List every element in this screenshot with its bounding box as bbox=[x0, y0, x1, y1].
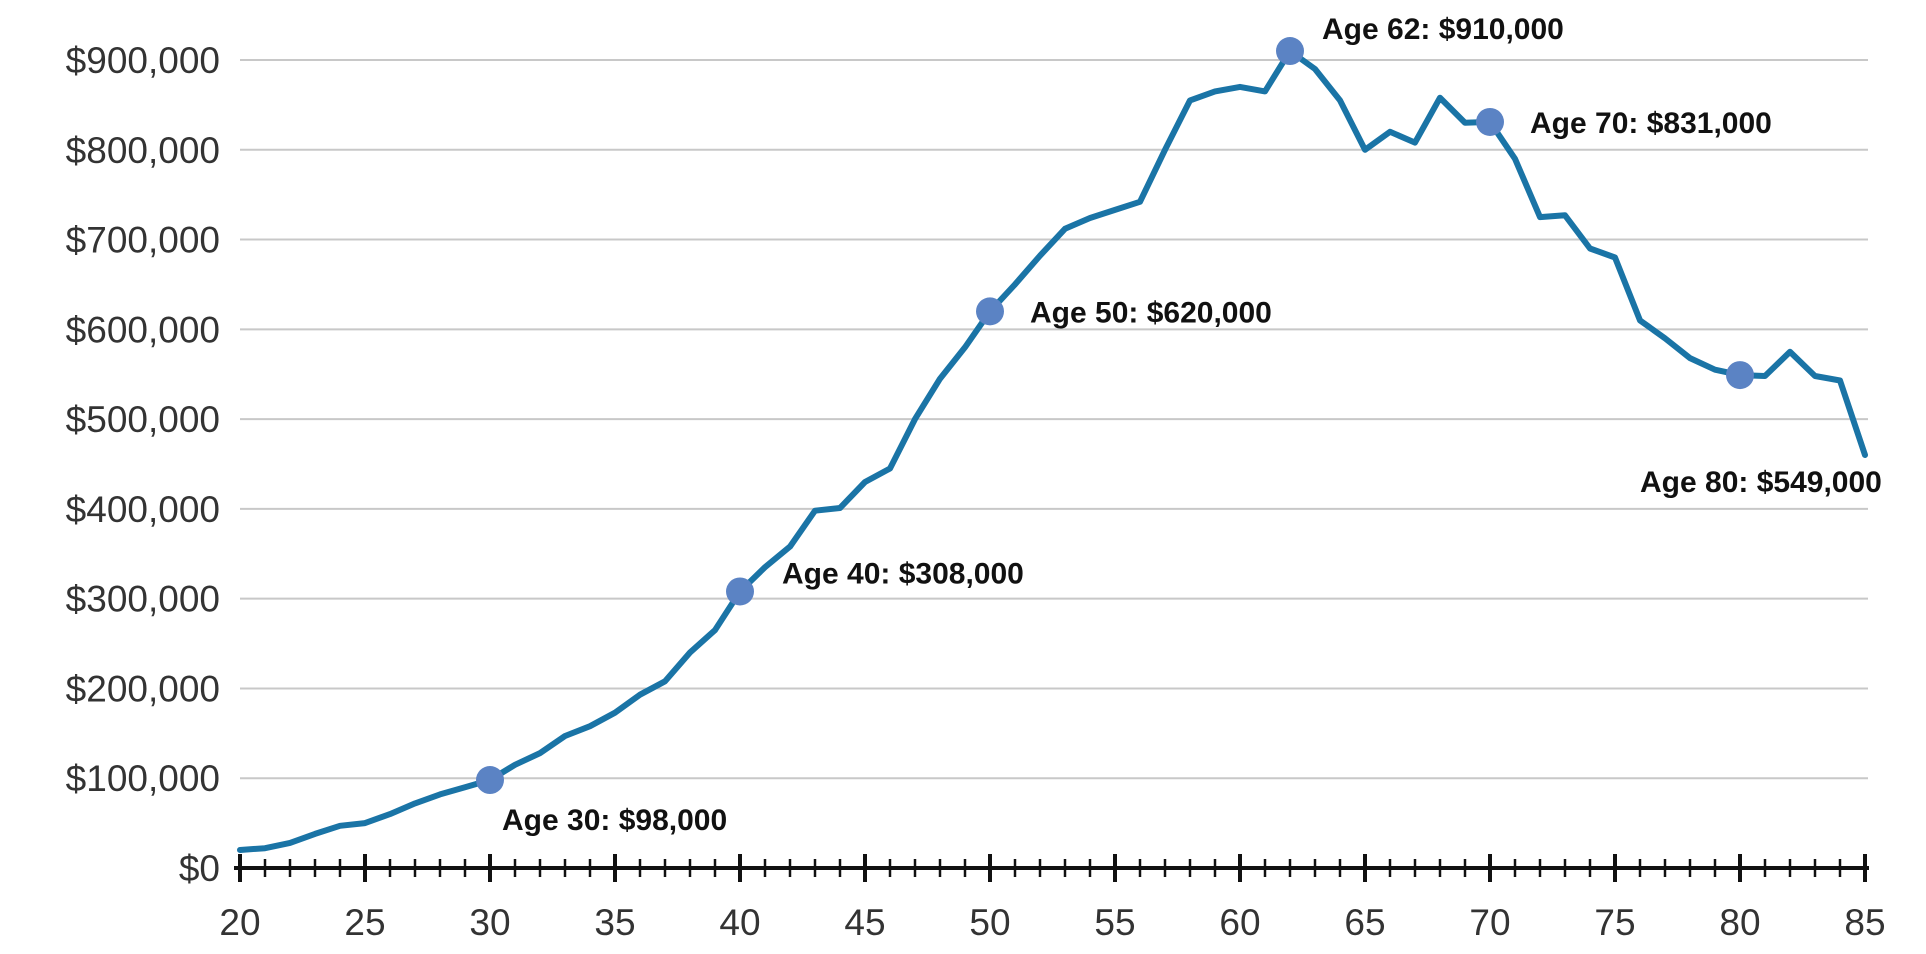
x-tick-label: 70 bbox=[1469, 902, 1510, 943]
y-tick-label: $300,000 bbox=[66, 579, 220, 620]
annotation-label: Age 50: $620,000 bbox=[1030, 296, 1272, 329]
annotation-marker bbox=[976, 297, 1004, 326]
y-tick-label: $900,000 bbox=[66, 40, 220, 81]
y-tick-label: $500,000 bbox=[66, 399, 220, 440]
x-tick-label: 65 bbox=[1344, 902, 1385, 943]
x-tick-label: 80 bbox=[1719, 902, 1760, 943]
y-tick-label: $700,000 bbox=[66, 220, 220, 261]
annotation-marker bbox=[726, 577, 754, 606]
annotation-label: Age 70: $831,000 bbox=[1530, 107, 1772, 140]
annotation-label: Age 30: $98,000 bbox=[502, 804, 727, 837]
x-tick-label: 50 bbox=[969, 902, 1010, 943]
annotation-label: Age 80: $549,000 bbox=[1640, 466, 1882, 499]
x-axis-tick-labels: 20 25 30 35 40 45 50 55 60 65 70 75 80 85 bbox=[219, 902, 1885, 943]
x-tick-label: 85 bbox=[1844, 902, 1885, 943]
x-tick-label: 35 bbox=[594, 902, 635, 943]
x-tick-label: 20 bbox=[219, 902, 260, 943]
x-tick-label: 40 bbox=[719, 902, 760, 943]
wealth-line bbox=[237, 48, 1868, 853]
annotation-marker bbox=[1726, 361, 1754, 390]
y-tick-label: $0 bbox=[179, 848, 220, 889]
x-tick-label: 25 bbox=[344, 902, 385, 943]
series-layer bbox=[237, 48, 1868, 853]
y-tick-label: $800,000 bbox=[66, 130, 220, 171]
annotation-labels: Age 30: $98,000 Age 40: $308,000 Age 50: $… bbox=[502, 13, 1882, 837]
x-tick-label: 60 bbox=[1219, 902, 1260, 943]
y-tick-label: $400,000 bbox=[66, 489, 220, 530]
x-tick-label: 75 bbox=[1594, 902, 1635, 943]
y-axis-tick-labels: $0 $100,000 $200,000 $300,000 $400,000 $500,0… bbox=[66, 40, 220, 889]
annotation-marker bbox=[1276, 37, 1304, 66]
x-tick-label: 45 bbox=[844, 902, 885, 943]
annotation-marker bbox=[476, 766, 504, 795]
gridlines bbox=[240, 59, 1868, 780]
x-axis bbox=[234, 854, 1869, 882]
annotation-label: Age 62: $910,000 bbox=[1322, 13, 1564, 46]
y-tick-label: $600,000 bbox=[66, 309, 220, 350]
annotation-markers bbox=[476, 37, 1754, 795]
annotation-marker bbox=[1476, 107, 1504, 136]
annotation-label: Age 40: $308,000 bbox=[782, 557, 1024, 590]
x-tick-label: 30 bbox=[469, 902, 510, 943]
x-tick-label: 55 bbox=[1094, 902, 1135, 943]
y-tick-label: $100,000 bbox=[66, 758, 220, 799]
y-tick-label: $200,000 bbox=[66, 668, 220, 709]
